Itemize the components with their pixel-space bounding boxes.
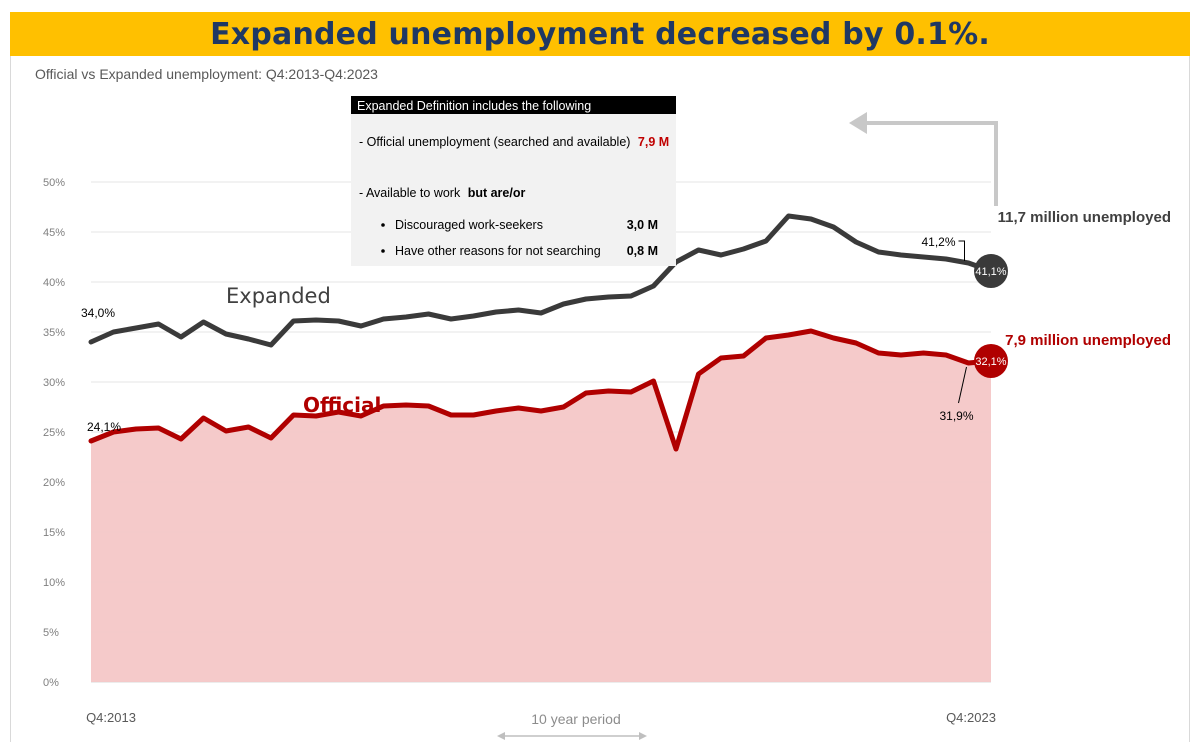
data-label: 41,2% bbox=[921, 235, 955, 249]
chart-frame: Official vs Expanded unemployment: Q4:20… bbox=[10, 56, 1190, 742]
chart-subtitle: Official vs Expanded unemployment: Q4:20… bbox=[35, 66, 378, 82]
arrow-right-icon bbox=[639, 732, 647, 740]
definition-box-bg bbox=[351, 96, 676, 266]
bullet-icon bbox=[381, 249, 385, 253]
series-label-expanded: Expanded bbox=[226, 284, 331, 308]
series-label-official: Official bbox=[303, 393, 381, 417]
callout-arrow bbox=[849, 112, 998, 206]
definition-line-official-value: 7,9 M bbox=[638, 135, 669, 149]
definition-line-official: - Official unemployment (searched and av… bbox=[359, 135, 669, 149]
end-point-marker bbox=[974, 254, 1008, 288]
y-tick-label: 25% bbox=[43, 427, 65, 439]
definition-item-label: Discouraged work-seekers bbox=[395, 218, 543, 232]
y-tick-label: 35% bbox=[43, 327, 65, 339]
definition-line-available: - Available to work but are/or bbox=[359, 186, 525, 200]
y-tick-label: 5% bbox=[43, 627, 59, 639]
definition-item-value: 0,8 M bbox=[627, 244, 658, 258]
arrow-left-icon bbox=[849, 112, 867, 134]
y-tick-label: 0% bbox=[43, 677, 59, 689]
y-tick-label: 15% bbox=[43, 527, 65, 539]
arrow-left-icon bbox=[497, 732, 505, 740]
series-layer: Expanded Official 34,0% 24,1% 41,2% 31,9% 41,1… bbox=[81, 209, 1171, 682]
unemployment-chart: Official vs Expanded unemployment: Q4:20… bbox=[35, 66, 1171, 740]
definition-line-available-prefix: - Available to work bbox=[359, 186, 461, 200]
y-tick-label: 30% bbox=[43, 377, 65, 389]
definition-line-official-text: - Official unemployment (searched and av… bbox=[359, 135, 630, 149]
y-tick-label: 40% bbox=[43, 277, 65, 289]
page-title: Expanded unemployment decreased by 0.1%. bbox=[210, 16, 990, 52]
data-label: 24,1% bbox=[87, 420, 121, 434]
x-axis: Q4:2013 Q4:2023 10 year period bbox=[86, 710, 996, 740]
definition-box: Expanded Definition includes the followi… bbox=[351, 96, 676, 266]
y-tick-label: 10% bbox=[43, 577, 65, 589]
definition-line-available-bold: but are/or bbox=[468, 186, 526, 200]
data-label: 31,9% bbox=[939, 409, 973, 423]
y-tick-label: 45% bbox=[43, 227, 65, 239]
definition-item-value: 3,0 M bbox=[627, 218, 658, 232]
x-period-label: 10 year period bbox=[531, 711, 621, 727]
x-tick-label: Q4:2023 bbox=[946, 710, 996, 725]
bullet-icon bbox=[381, 223, 385, 227]
y-tick-label: 20% bbox=[43, 477, 65, 489]
expanded-annotation: 11,7 million unemployed bbox=[998, 209, 1171, 226]
title-banner: Expanded unemployment decreased by 0.1%. bbox=[10, 12, 1190, 56]
y-tick-label: 50% bbox=[43, 177, 65, 189]
expanded-line bbox=[88, 213, 994, 348]
official-line bbox=[88, 328, 994, 452]
official-annotation: 7,9 million unemployed bbox=[1005, 332, 1171, 349]
definition-item-label: Have other reasons for not searching bbox=[395, 244, 601, 258]
callout-leader bbox=[958, 240, 965, 261]
data-label: 41,1% bbox=[975, 266, 1006, 278]
callout-leader bbox=[958, 366, 967, 404]
y-axis: 0% 5% 10% 15% 20% 25% 30% 35% 40% 45% 50% bbox=[43, 177, 65, 689]
data-label: 32,1% bbox=[975, 356, 1006, 368]
definition-box-header-bg bbox=[351, 96, 676, 114]
x-tick-label: Q4:2013 bbox=[86, 710, 136, 725]
official-area bbox=[91, 331, 991, 682]
data-label: 34,0% bbox=[81, 306, 115, 320]
definition-box-header: Expanded Definition includes the followi… bbox=[357, 99, 591, 113]
callout-arrow-line bbox=[861, 121, 998, 206]
end-point-marker bbox=[974, 344, 1008, 378]
